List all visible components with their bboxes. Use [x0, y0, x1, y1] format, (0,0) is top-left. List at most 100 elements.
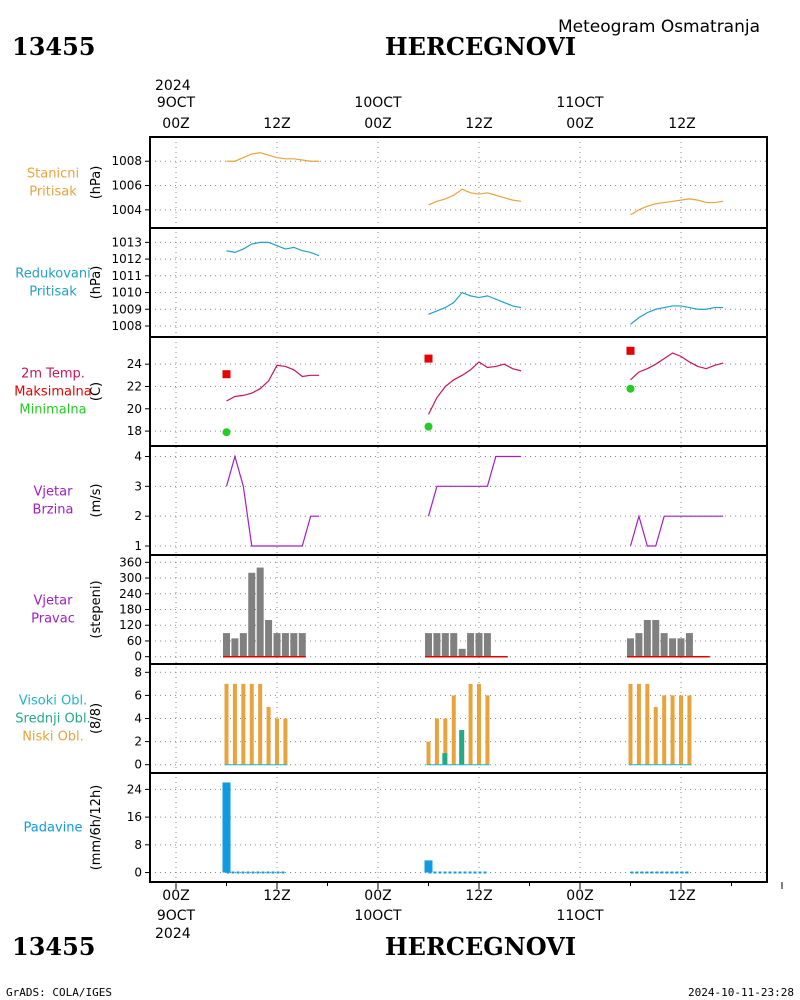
y-tick-label: 1008 [111, 319, 142, 333]
wind-direction-bar [660, 633, 668, 657]
series-name: 2m Temp. [21, 367, 85, 382]
low-cloud-bar [645, 683, 650, 765]
top-12z-2: 12Z [465, 116, 492, 132]
product-title: Meteogram Osmatranja [558, 17, 760, 37]
top-day-1: 9OCT [157, 95, 196, 111]
low-cloud-bar [258, 683, 263, 765]
footer-timestamp: 2024-10-11-23:28 [688, 986, 794, 999]
y-tick-label: 22 [127, 379, 142, 393]
station-name-bottom: HERCEGNOVI [385, 932, 576, 961]
panel-frame [149, 136, 768, 229]
low-cloud-bar [628, 683, 633, 765]
series-name: Padavine [24, 821, 83, 836]
wind-direction-bar [685, 633, 693, 657]
bottom-year: 2024 [155, 926, 191, 942]
wind-direction-bar [458, 648, 466, 657]
wind-direction-bar [467, 633, 475, 657]
panel-1: 1004 1006 1008 (hPa) Stanicni Pritisak [27, 136, 768, 229]
low-cloud-bar [232, 683, 237, 765]
station-id: 13455 [12, 32, 96, 61]
y-tick-label: 6 [134, 688, 142, 702]
y-tick-label: 16 [127, 810, 142, 824]
low-cloud-bar [670, 695, 675, 765]
y-tick-label: 1011 [111, 269, 142, 283]
low-cloud-bar [426, 741, 431, 765]
wind-direction-bar [669, 638, 677, 657]
min-temp-marker [424, 422, 433, 431]
low-cloud-bar [485, 695, 490, 765]
low-cloud-bar [653, 706, 658, 765]
low-cloud-bar [275, 718, 279, 765]
y-tick-label: 8 [134, 665, 142, 679]
wind-direction-bar [281, 633, 289, 657]
top-day-3: 11OCT [556, 95, 604, 111]
wind-direction-bar [265, 619, 273, 657]
wind-direction-bar [256, 567, 264, 657]
wind-direction-bar [627, 638, 634, 657]
panels: 100410061008(hPa)StanicniPritisak1008100… [14, 136, 783, 889]
panel-frame [149, 772, 768, 883]
wind-direction-bar [231, 638, 239, 657]
series-line [630, 305, 724, 325]
bottom-day-2: 10OCT [354, 908, 402, 924]
series-line [226, 152, 320, 162]
y-axis-label: (C) [89, 382, 104, 401]
y-tick-label: 1008 [111, 154, 142, 168]
y-tick-label: 18 [127, 424, 142, 438]
low-cloud-bar [443, 718, 448, 765]
y-tick-label: 120 [119, 618, 142, 632]
y-tick-label: 1006 [111, 179, 142, 193]
y-tick-label: 1009 [111, 302, 142, 316]
series-name: Brzina [33, 503, 74, 518]
series-name: Niski Obl. [22, 730, 84, 745]
panel-2: 1008 1009 1010 1011 1012 1013 (hPa)Redukovani P… [15, 227, 768, 338]
series-name: Minimalna [19, 403, 86, 418]
y-tick-label: 24 [127, 782, 142, 796]
mid-cloud-bar [442, 753, 448, 765]
series-line [629, 513, 724, 547]
wind-direction-bar [433, 633, 441, 657]
wind-direction-bar [450, 633, 458, 657]
low-cloud-bar [679, 695, 683, 765]
max-temp-marker [222, 370, 231, 379]
y-tick-label: 1012 [111, 252, 142, 266]
low-cloud-bar [687, 695, 692, 765]
wind-direction-bar [290, 633, 298, 657]
y-tick-label: 2 [134, 509, 142, 523]
low-cloud-bar [477, 683, 481, 765]
series-name: Maksimalna [14, 385, 92, 400]
y-axis-label: (hPa) [89, 166, 104, 200]
panel-3: 18 20 22 24 (C) 2m Temp. Maksimalna Minimalna [14, 336, 768, 447]
series-name: Redukovani [15, 267, 90, 282]
panel-frame [149, 445, 768, 556]
y-axis-label: (mm/6h/12h) [89, 785, 104, 871]
series-name: Srednji Obl. [15, 712, 90, 727]
wind-direction-bar [425, 633, 432, 657]
top-12z-1: 12Z [263, 116, 290, 132]
low-cloud-bar [636, 683, 641, 765]
min-temp-marker [626, 384, 635, 393]
wind-direction-bar [652, 619, 660, 657]
top-year: 2024 [155, 78, 191, 94]
bottom-00z-1: 00Z [162, 888, 189, 904]
panel-7: 0 8 16 24 (mm/6h/12h) Padavine [24, 772, 768, 883]
wind-direction-bar [248, 572, 256, 657]
low-cloud-bar [266, 706, 271, 765]
wind-direction-bar [483, 633, 491, 657]
panel-4: 1 2 3 4 (m/s) Vjetar Brzina [33, 445, 768, 556]
y-axis-label: (8/8) [89, 703, 104, 734]
series-line [630, 352, 724, 381]
series-name: Pritisak [29, 285, 77, 300]
top-day-2: 10OCT [354, 95, 402, 111]
y-tick-label: 0 [134, 866, 142, 880]
top-00z-3: 00Z [566, 116, 593, 132]
max-temp-marker [626, 346, 635, 355]
min-temp-marker [222, 428, 231, 437]
low-cloud-bar [468, 683, 473, 765]
top-12z-3: 12Z [668, 116, 695, 132]
panel-frame [149, 227, 768, 338]
wind-direction-bar [643, 619, 651, 657]
y-tick-label: 2 [134, 735, 142, 749]
